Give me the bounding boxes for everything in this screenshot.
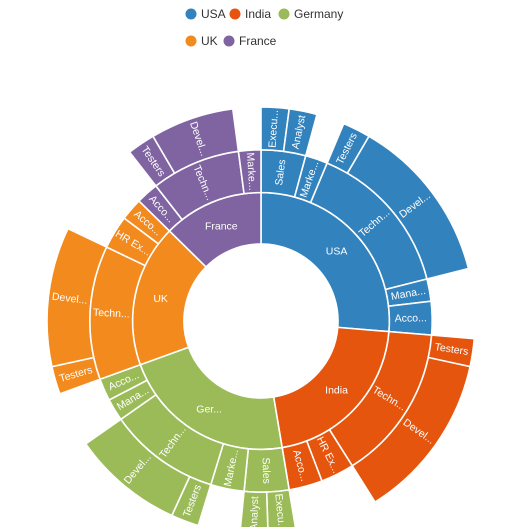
legend-item-usa[interactable]: USA — [185, 7, 226, 21]
segment-label-germany-sales: Sales — [260, 457, 273, 484]
segment-label-usa-sales-executive: Execu... — [266, 109, 280, 148]
segment-germany-technical-developers[interactable] — [84, 418, 191, 517]
legend-item-uk[interactable]: UK — [185, 34, 218, 48]
segment-india-technical-developers[interactable] — [351, 356, 472, 504]
legend-item-india[interactable]: India — [229, 7, 272, 21]
segment-label-uk: UK — [153, 293, 168, 305]
segment-label-india: India — [325, 385, 348, 397]
legend-marker — [185, 8, 197, 20]
segment-label-france: France — [205, 220, 238, 232]
sunburst-segments — [46, 106, 476, 532]
legend-label: UK — [201, 34, 218, 48]
segment-france-marketing[interactable] — [237, 148, 262, 195]
legend-item-germany[interactable]: Germany — [278, 7, 344, 21]
legend-item-france[interactable]: France — [223, 34, 277, 48]
legend: USA India Germany UK France — [185, 7, 344, 48]
segment-label-germany-sales-executive: Execu... — [272, 493, 288, 527]
legend-label: USA — [201, 7, 226, 21]
legend-marker — [223, 35, 235, 47]
segment-label-usa-sales: Sales — [273, 159, 288, 187]
segment-label-france-marketing: Marke... — [244, 152, 258, 191]
segment-label-germany-sales-analyst: Analyst — [248, 496, 261, 527]
segment-label-uk-technical: Techn... — [93, 307, 130, 321]
segment-label-germany: Ger... — [196, 404, 222, 416]
legend-label: France — [239, 34, 277, 48]
legend-label: Germany — [294, 7, 343, 21]
segment-label-india-technical-testers: Testers — [434, 341, 469, 358]
segment-label-uk-technical-developers: Devel... — [51, 291, 88, 307]
segment-label-usa: USA — [326, 245, 348, 257]
segment-label-usa-accounts: Acco... — [395, 312, 427, 325]
legend-label: India — [245, 7, 271, 21]
legend-marker — [185, 35, 197, 47]
legend-marker — [278, 8, 290, 20]
segment-usa-technical-developers[interactable] — [346, 135, 470, 280]
segment-uk-technical-developers[interactable] — [46, 227, 108, 368]
legend-marker — [229, 8, 241, 20]
